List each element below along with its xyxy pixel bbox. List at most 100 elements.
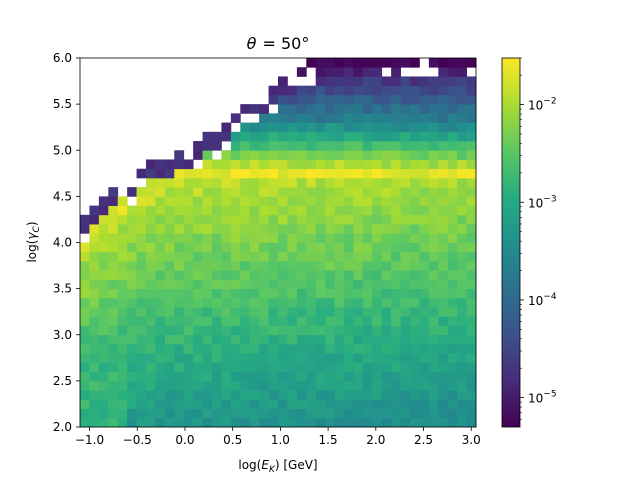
heatmap-cell xyxy=(466,279,477,290)
heatmap-cell xyxy=(391,104,401,114)
heatmap-cell xyxy=(438,362,449,373)
heatmap-cell xyxy=(419,85,430,96)
heatmap-cell xyxy=(164,390,175,400)
heatmap-cell xyxy=(212,224,222,234)
heatmap-cell xyxy=(202,131,213,142)
heatmap-cell xyxy=(221,297,232,308)
heatmap-cell xyxy=(117,307,128,317)
heatmap-cell xyxy=(268,371,279,382)
heatmap-cell xyxy=(193,214,203,225)
heatmap-cell xyxy=(212,141,222,151)
heatmap-cell xyxy=(325,417,335,428)
heatmap-cell xyxy=(221,362,232,373)
heatmap-cell xyxy=(410,260,420,271)
heatmap-cell xyxy=(353,380,364,391)
heatmap-cell xyxy=(80,316,90,326)
heatmap-cell xyxy=(315,233,326,243)
heatmap-cell xyxy=(268,94,279,105)
heatmap-cell xyxy=(466,390,477,400)
heatmap-cell xyxy=(268,113,279,123)
heatmap-cell xyxy=(212,297,222,308)
heatmap-cell xyxy=(155,362,166,373)
heatmap-cell xyxy=(362,205,373,216)
heatmap-cell xyxy=(372,131,383,142)
heatmap-cell xyxy=(278,242,288,253)
heatmap-cell xyxy=(80,260,90,271)
heatmap-cell xyxy=(202,399,213,409)
heatmap-cell xyxy=(296,196,307,206)
heatmap-cell xyxy=(391,408,401,419)
heatmap-cell xyxy=(410,334,420,345)
heatmap-cell xyxy=(89,251,100,262)
heatmap-cell xyxy=(202,177,213,188)
heatmap-cell xyxy=(89,343,100,354)
heatmap-cell xyxy=(391,141,401,151)
heatmap-cell xyxy=(400,316,411,326)
heatmap-cell xyxy=(353,316,364,326)
heatmap-cell xyxy=(306,371,317,382)
heatmap-cell xyxy=(466,205,477,216)
heatmap-cell xyxy=(325,113,335,123)
heatmap-cell xyxy=(221,334,232,345)
heatmap-cell xyxy=(98,251,109,262)
heatmap-cell xyxy=(240,353,251,363)
heatmap-cell xyxy=(438,307,449,317)
heatmap-cell xyxy=(325,141,335,151)
heatmap-cell xyxy=(419,94,430,105)
heatmap-cell xyxy=(334,325,345,336)
heatmap-cell xyxy=(240,288,251,299)
heatmap-cell xyxy=(391,316,401,326)
heatmap-cell xyxy=(447,270,458,280)
heatmap-cell xyxy=(344,76,354,87)
heatmap-cell xyxy=(230,307,241,317)
heatmap-cell xyxy=(212,380,222,391)
heatmap-cell xyxy=(353,94,364,105)
heatmap-cell xyxy=(98,279,109,290)
heatmap-cell xyxy=(221,417,232,428)
heatmap-cell xyxy=(89,325,100,336)
heatmap-cell xyxy=(183,307,194,317)
heatmap-cell xyxy=(306,58,317,68)
heatmap-cell xyxy=(353,85,364,96)
heatmap-cell xyxy=(457,380,467,391)
heatmap-cell xyxy=(174,316,185,326)
heatmap-cell xyxy=(202,380,213,391)
heatmap-cell xyxy=(287,343,298,354)
heatmap-cell xyxy=(212,177,222,188)
heatmap-cell xyxy=(278,214,288,225)
heatmap-cell xyxy=(428,390,439,400)
heatmap-cell xyxy=(419,417,430,428)
heatmap-cell xyxy=(249,150,260,160)
heatmap-cell xyxy=(89,316,100,326)
heatmap-cell xyxy=(457,362,467,373)
heatmap-cell xyxy=(146,297,156,308)
heatmap-cell xyxy=(127,233,137,243)
heatmap-cell xyxy=(278,316,288,326)
heatmap-cell xyxy=(306,150,317,160)
heatmap-cell xyxy=(230,279,241,290)
heatmap-cell xyxy=(466,214,477,225)
heatmap-cell xyxy=(202,334,213,345)
heatmap-cell xyxy=(80,353,90,363)
heatmap-cell xyxy=(410,390,420,400)
heatmap-cell xyxy=(353,297,364,308)
heatmap-cell xyxy=(164,260,175,271)
heatmap-cell xyxy=(183,362,194,373)
heatmap-cell xyxy=(98,380,109,391)
heatmap-cell xyxy=(428,316,439,326)
heatmap-cell xyxy=(240,307,251,317)
heatmap-cell xyxy=(296,417,307,428)
heatmap-cell xyxy=(259,307,269,317)
heatmap-cell xyxy=(400,288,411,299)
heatmap-cell xyxy=(278,362,288,373)
heatmap-cell xyxy=(249,399,260,409)
heatmap-cell xyxy=(419,288,430,299)
heatmap-cell xyxy=(372,279,383,290)
heatmap-cell xyxy=(202,233,213,243)
heatmap-cell xyxy=(136,242,147,253)
heatmap-cell xyxy=(419,141,430,151)
heatmap-cell xyxy=(98,371,109,382)
heatmap-cell xyxy=(230,131,241,142)
heatmap-cell xyxy=(108,399,119,409)
heatmap-cell xyxy=(136,408,147,419)
